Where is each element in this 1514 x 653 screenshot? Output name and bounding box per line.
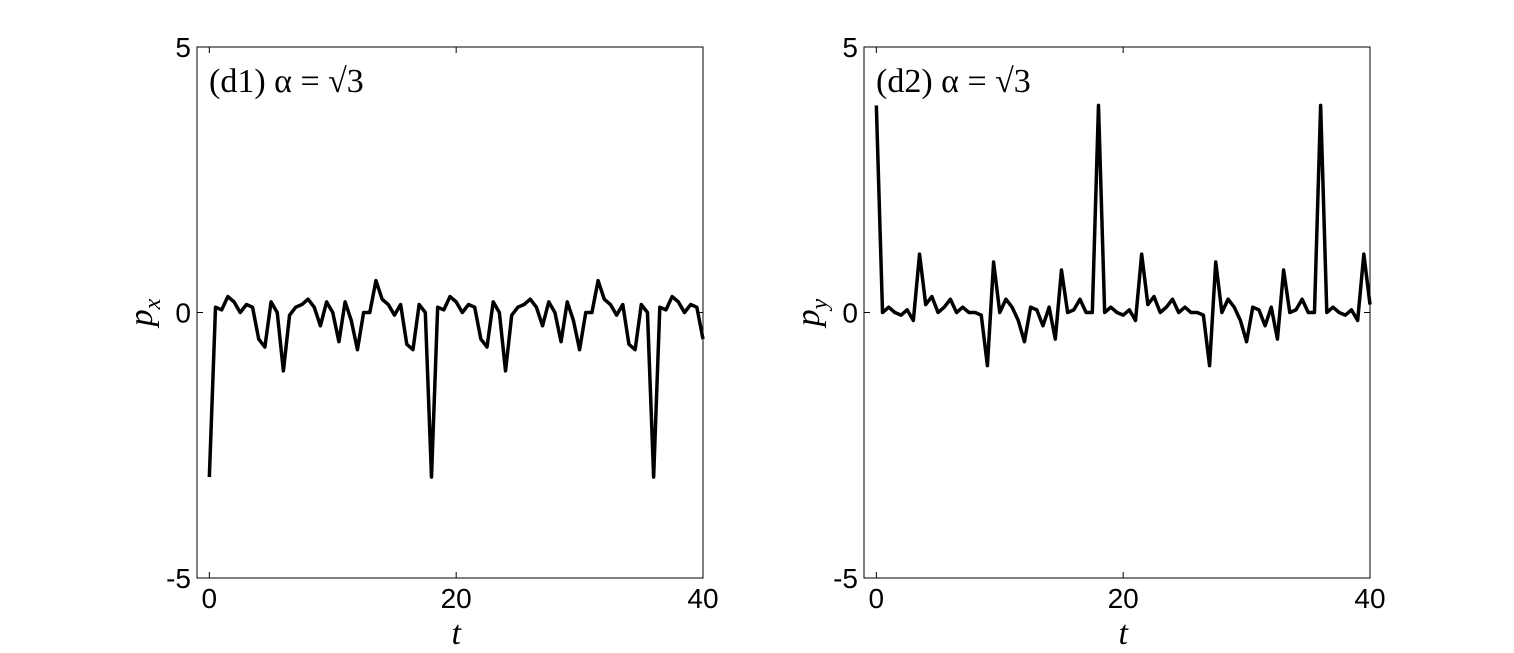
x-tick-label: 0 <box>202 583 218 614</box>
data-line <box>207 278 705 479</box>
panel: 0 20 40 -5 0 5 (d1) α = √3 t px <box>123 32 719 652</box>
x-axis-label: t <box>451 615 462 652</box>
panel-title: (d2) α = √3 <box>876 63 1031 100</box>
y-tick-label: -5 <box>166 563 191 594</box>
data-line <box>874 103 1372 368</box>
y-axis-label-main: p <box>790 309 827 328</box>
y-tick-label: 0 <box>175 298 191 329</box>
y-tick-label: 5 <box>842 32 858 63</box>
x-axis-label: t <box>1118 615 1129 652</box>
x-tick-label: 0 <box>869 583 885 614</box>
y-tick-label: 5 <box>175 32 191 63</box>
y-tick-label: 0 <box>842 298 858 329</box>
x-tick-label: 20 <box>441 583 472 614</box>
y-axis-label-sub: y <box>807 298 833 311</box>
y-axis-label: py <box>790 298 833 328</box>
panel: 0 20 40 -5 0 5 (d2) α = √3 t py <box>790 32 1386 652</box>
y-axis-label: px <box>123 298 166 328</box>
y-axis-label-sub: x <box>140 298 166 310</box>
y-axis-label-main: p <box>123 309 160 328</box>
panel-title: (d1) α = √3 <box>209 63 364 100</box>
x-tick-label: 40 <box>1354 583 1385 614</box>
y-tick-label: -5 <box>833 563 858 594</box>
axes-frame <box>196 46 704 579</box>
x-tick-label: 40 <box>687 583 718 614</box>
x-tick-label: 20 <box>1108 583 1139 614</box>
